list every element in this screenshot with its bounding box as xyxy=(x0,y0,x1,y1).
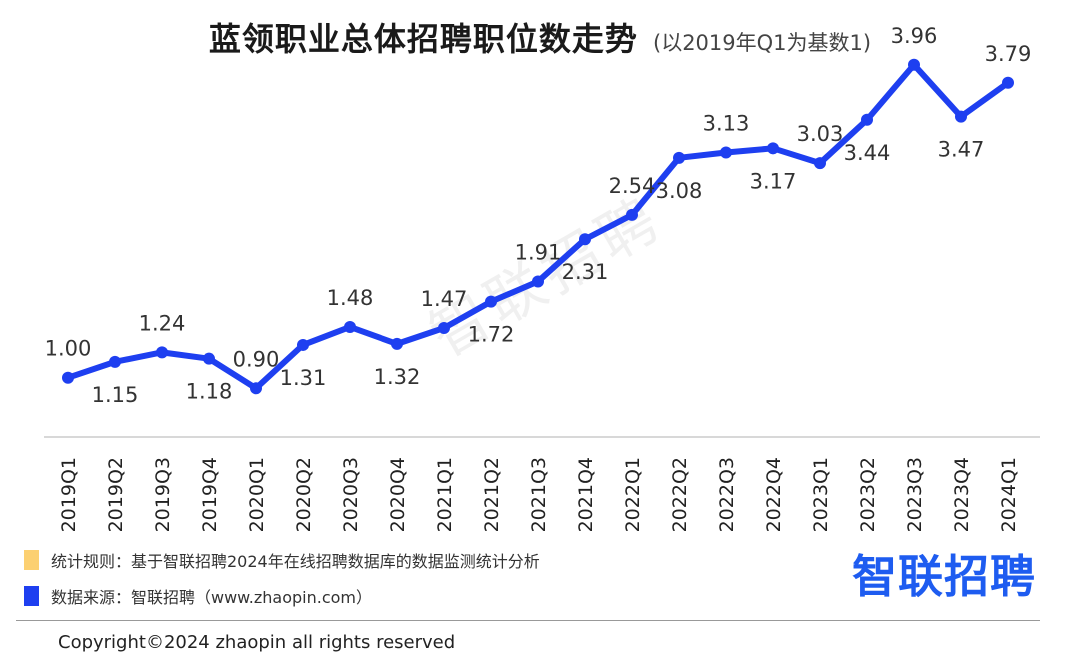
x-tick-label: 2021Q3 xyxy=(528,457,550,532)
data-label: 3.79 xyxy=(985,42,1032,66)
x-tick-label: 2020Q3 xyxy=(340,457,362,532)
series-line xyxy=(65,61,1011,392)
data-point xyxy=(908,58,920,71)
data-label: 1.24 xyxy=(139,311,186,335)
data-label: 2.31 xyxy=(562,260,609,284)
legend-rule-swatch xyxy=(24,550,39,570)
x-tick-label: 2021Q2 xyxy=(481,457,503,532)
legend-source: 数据来源：智联招聘（www.zhaopin.com） xyxy=(24,584,372,608)
zhaopin-logo: 智联招聘 xyxy=(852,550,1037,603)
legend-source-swatch xyxy=(24,586,39,606)
data-label: 1.15 xyxy=(92,383,139,407)
data-label: 3.17 xyxy=(750,169,797,193)
x-tick-label: 2023Q2 xyxy=(857,457,879,532)
data-points xyxy=(62,58,1014,395)
data-label: 0.90 xyxy=(233,347,280,371)
x-tick-label: 2019Q2 xyxy=(105,457,127,532)
x-tick-label: 2021Q1 xyxy=(434,457,456,532)
data-label: 3.03 xyxy=(797,122,844,146)
data-point xyxy=(814,157,826,170)
legend-rule-text: 统计规则：基于智联招聘2024年在线招聘数据库的数据监测统计分析 xyxy=(51,552,540,571)
data-point xyxy=(438,322,450,335)
copyright-text: Copyright©2024 zhaopin all rights reserv… xyxy=(58,632,456,653)
data-point xyxy=(156,346,168,359)
data-label: 3.08 xyxy=(656,179,703,203)
x-tick-label: 2022Q2 xyxy=(669,457,691,532)
data-point xyxy=(720,146,732,159)
x-tick-label: 2022Q4 xyxy=(763,457,785,532)
data-label: 1.91 xyxy=(515,241,562,265)
data-point xyxy=(391,337,403,350)
data-point xyxy=(767,142,779,155)
data-label: 1.47 xyxy=(421,287,468,311)
data-point xyxy=(297,338,309,351)
data-point xyxy=(955,110,967,123)
x-tick-label: 2024Q1 xyxy=(998,457,1020,532)
data-point xyxy=(861,113,873,126)
x-tick-label: 2022Q3 xyxy=(716,457,738,532)
data-point xyxy=(1002,76,1014,89)
x-tick-label: 2020Q1 xyxy=(246,457,268,532)
chart-title: 蓝领职业总体招聘职位数走势 xyxy=(208,20,638,58)
x-tick-label: 2021Q4 xyxy=(575,457,597,532)
data-labels: 1.001.15 1.24 1.180.901.31 1.48 1.32 1.471.72… xyxy=(45,24,1032,407)
legend-rule: 统计规则：基于智联招聘2024年在线招聘数据库的数据监测统计分析 xyxy=(24,548,540,572)
data-point xyxy=(532,275,544,288)
data-label: 1.72 xyxy=(468,323,515,347)
x-tick-label: 2023Q4 xyxy=(951,457,973,532)
data-point xyxy=(485,295,497,308)
data-label: 3.96 xyxy=(891,24,938,48)
x-tick-label: 2022Q1 xyxy=(622,457,644,532)
x-tick-label: 2019Q1 xyxy=(58,457,80,532)
data-point xyxy=(626,208,638,221)
data-point xyxy=(109,355,121,368)
x-tick-label: 2019Q4 xyxy=(199,457,221,532)
data-label: 2.54 xyxy=(609,174,656,198)
x-tick-label: 2019Q3 xyxy=(152,457,174,532)
x-tick-label: 2020Q4 xyxy=(387,457,409,532)
x-tick-label: 2023Q3 xyxy=(904,457,926,532)
data-label: 1.31 xyxy=(280,366,327,390)
data-point xyxy=(203,352,215,365)
data-point xyxy=(673,151,685,164)
data-label: 3.44 xyxy=(844,141,891,165)
line-chart: 1.001.15 1.24 1.180.901.31 1.48 1.32 1.471.72… xyxy=(44,24,1040,532)
data-label: 1.00 xyxy=(45,337,92,361)
data-point xyxy=(250,382,262,395)
chart-subtitle: (以2019年Q1为基数1) xyxy=(653,31,872,55)
data-label: 3.47 xyxy=(938,138,985,162)
data-label: 3.13 xyxy=(703,112,750,136)
data-label: 1.48 xyxy=(327,286,374,310)
footer-divider xyxy=(16,620,1040,621)
legend-source-text: 数据来源：智联招聘（www.zhaopin.com） xyxy=(51,588,373,607)
data-label: 1.32 xyxy=(374,365,421,389)
data-point xyxy=(62,371,74,384)
data-label: 1.18 xyxy=(186,380,233,404)
x-tick-label: 2023Q1 xyxy=(810,457,832,532)
x-tick-label: 2020Q2 xyxy=(293,457,315,532)
x-tick-labels: 2019Q1 2019Q2 2019Q3 2019Q4 2020Q1 2020Q2 2020… xyxy=(58,457,1020,532)
data-point xyxy=(344,320,356,333)
data-point xyxy=(579,233,591,246)
title-row: 蓝领职业总体招聘职位数走势 (以2019年Q1为基数1) xyxy=(0,14,1080,60)
